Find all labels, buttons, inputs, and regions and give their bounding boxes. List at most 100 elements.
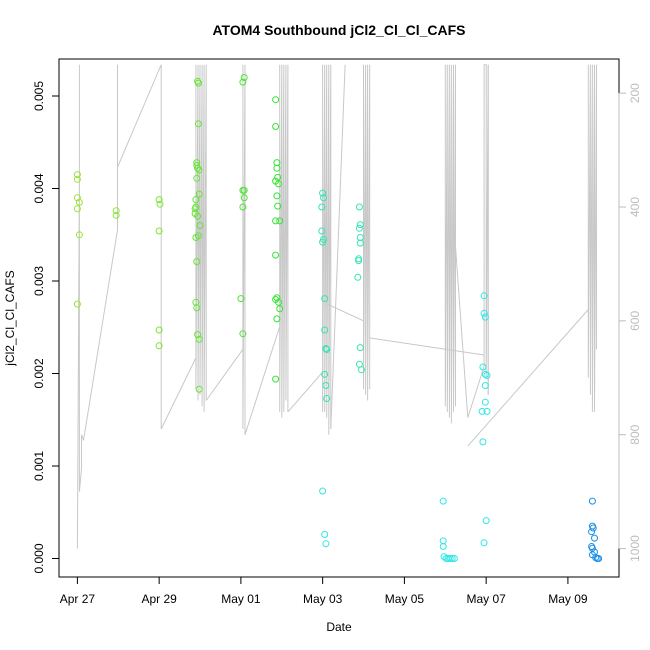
data-point <box>73 300 81 308</box>
data-point <box>73 205 81 213</box>
data-point <box>196 222 204 229</box>
y-tick-label: 0.000 <box>32 543 46 573</box>
data-point <box>195 166 203 174</box>
altitude-segment <box>369 337 485 356</box>
data-point <box>75 231 83 239</box>
data-point <box>356 221 364 229</box>
data-point <box>480 539 488 547</box>
data-point <box>322 540 330 548</box>
data-point <box>479 438 487 446</box>
x-axis-label: Date <box>326 620 352 634</box>
data-point <box>323 395 331 402</box>
data-point <box>479 363 487 371</box>
data-point <box>591 534 598 542</box>
altitude-segment <box>467 64 597 447</box>
data-point <box>155 326 163 334</box>
data-point <box>450 555 458 562</box>
right-tick-label: 1000 <box>628 535 642 562</box>
data-point <box>356 239 364 247</box>
data-point <box>588 528 596 536</box>
chart-title: ATOM4 Southbound jCl2_Cl_Cl_CAFS <box>212 22 465 38</box>
data-point <box>239 78 247 86</box>
x-tick-label: May 07 <box>466 592 506 606</box>
data-point <box>354 273 362 281</box>
data-point <box>240 186 248 194</box>
right-tick-label: 400 <box>628 197 642 217</box>
altitude-segment <box>76 64 84 549</box>
x-tick-label: May 05 <box>385 592 425 606</box>
data-point <box>155 196 163 204</box>
data-point <box>356 344 364 352</box>
data-point <box>273 192 281 200</box>
altitude-segment <box>244 64 289 435</box>
data-point <box>321 295 329 303</box>
data-point <box>275 298 282 306</box>
data-point <box>195 335 203 343</box>
data-point <box>272 251 280 259</box>
data-point <box>272 96 280 104</box>
x-tick-label: Apr 27 <box>60 592 96 606</box>
data-point <box>321 531 329 538</box>
data-point <box>589 524 597 532</box>
data-point <box>321 370 329 378</box>
data-point <box>75 198 83 206</box>
data-point <box>155 342 163 350</box>
y-tick-label: 0.005 <box>32 81 46 111</box>
x-axis: Apr 27 Apr 29 May 01 May 03 May 05 May 07 May … <box>60 576 588 606</box>
x-tick-label: May 09 <box>548 592 588 606</box>
data-point <box>195 190 203 198</box>
data-point <box>358 366 365 374</box>
data-point <box>194 232 202 240</box>
data-point <box>155 227 163 235</box>
data-point <box>240 74 248 81</box>
data-point <box>272 375 280 383</box>
altitude-segment <box>330 64 346 430</box>
data-point <box>272 123 280 130</box>
y-tick-label: 0.003 <box>32 266 46 296</box>
data-point <box>439 497 447 505</box>
data-point <box>355 257 363 265</box>
data-point <box>73 175 81 183</box>
right-axis: 200 400 600 800 1000 <box>618 83 642 562</box>
x-tick-label: May 03 <box>303 592 343 606</box>
data-point <box>439 543 447 550</box>
y-tick-label: 0.004 <box>32 173 46 203</box>
right-tick-label: 600 <box>628 311 642 331</box>
data-point <box>274 173 282 181</box>
data-point <box>448 555 456 562</box>
altitude-segment <box>117 64 162 429</box>
data-point <box>240 194 248 202</box>
data-point <box>112 211 120 219</box>
data-point <box>193 174 201 182</box>
data-point <box>273 315 281 323</box>
x-tick-label: May 01 <box>221 592 261 606</box>
plot-frame <box>58 58 620 578</box>
data-point <box>319 487 327 495</box>
altitude-segment <box>160 64 207 430</box>
data-point <box>481 398 489 406</box>
x-tick-label: Apr 29 <box>141 592 177 606</box>
data-point <box>318 203 326 211</box>
y-tick-label: 0.001 <box>32 451 46 481</box>
data-point <box>192 203 200 211</box>
data-point <box>239 330 247 338</box>
altitude-segment <box>455 64 489 418</box>
data-point <box>194 212 202 220</box>
data-point <box>194 120 202 128</box>
data-point <box>595 555 603 562</box>
data-point <box>239 203 247 211</box>
right-tick-label: 800 <box>628 424 642 444</box>
data-point <box>192 196 200 204</box>
data-point <box>273 164 281 172</box>
data-point <box>480 292 488 300</box>
data-point <box>275 180 282 188</box>
data-point <box>319 238 327 246</box>
data-point <box>319 189 327 197</box>
data-point <box>112 207 120 215</box>
altitude-segment <box>287 64 332 435</box>
altitude-segment <box>326 64 371 401</box>
y-axis: 0.000 0.001 0.002 0.003 0.004 0.005 <box>32 81 60 574</box>
right-tick-label: 200 <box>628 83 642 103</box>
data-point <box>318 227 326 235</box>
